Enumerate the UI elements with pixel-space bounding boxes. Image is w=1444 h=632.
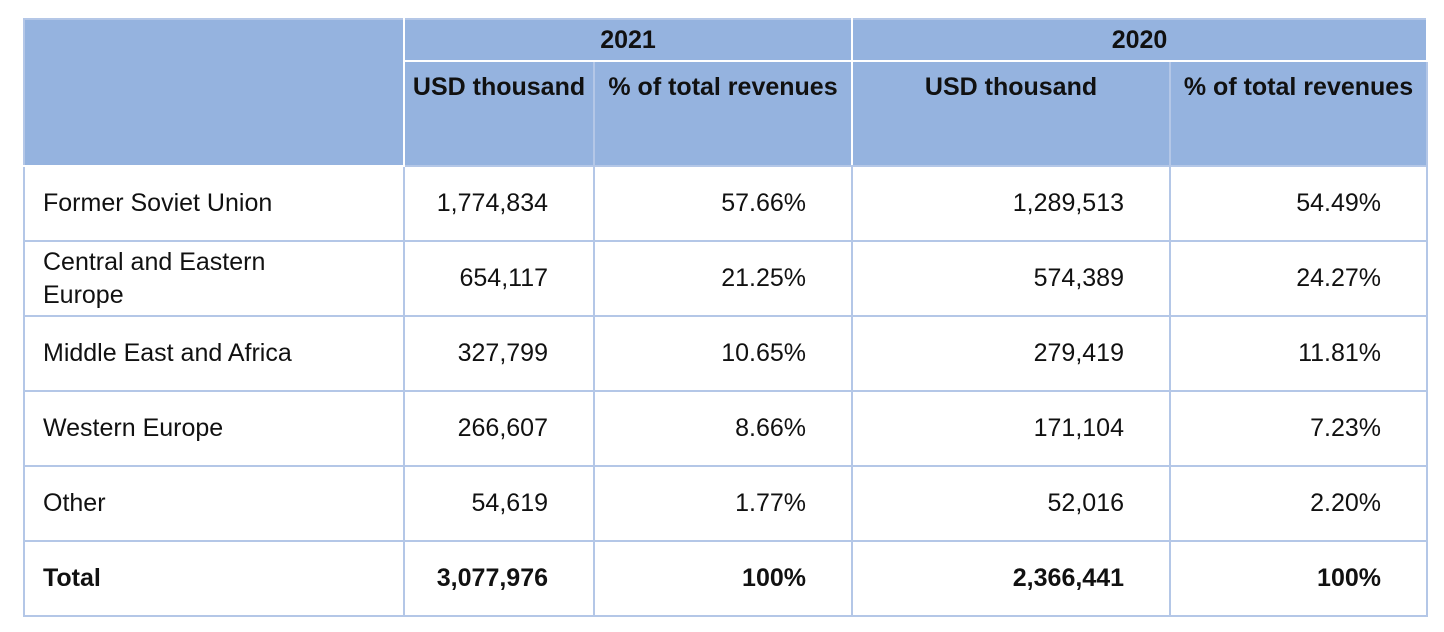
- total-usd-2021-cell: 3,077,976: [403, 540, 595, 617]
- usd-2020-cell: 574,389: [851, 240, 1171, 317]
- region-cell: Former Soviet Union: [23, 165, 405, 242]
- usd-2021-cell: 327,799: [403, 315, 595, 392]
- header-subcolumn-row: USD thousand % of total revenues USD tho…: [24, 60, 1428, 167]
- header-usd-thousand-2021: USD thousand: [403, 60, 595, 167]
- pct-2020-cell: 24.27%: [1169, 240, 1428, 317]
- header-year-row: 2021 2020: [23, 18, 1428, 167]
- header-pct-total-2020: % of total revenues: [1169, 60, 1428, 167]
- pct-2021-cell: 57.66%: [593, 165, 853, 242]
- header-pct-total-2021: % of total revenues: [593, 60, 853, 167]
- region-cell: Central and Eastern Europe: [23, 240, 405, 317]
- pct-2020-cell: 7.23%: [1169, 390, 1428, 467]
- revenue-by-region-table: 2021 2020 USD thousand % of total revenu…: [23, 18, 1428, 617]
- usd-2021-cell: 54,619: [403, 465, 595, 542]
- usd-2021-cell: 654,117: [403, 240, 595, 317]
- region-cell: Middle East and Africa: [23, 315, 405, 392]
- usd-2020-cell: 1,289,513: [851, 165, 1171, 242]
- table-row: Former Soviet Union 1,774,834 57.66% 1,2…: [23, 165, 1428, 242]
- pct-2020-cell: 11.81%: [1169, 315, 1428, 392]
- table-body: Former Soviet Union 1,774,834 57.66% 1,2…: [23, 165, 1428, 617]
- usd-2021-cell: 1,774,834: [403, 165, 595, 242]
- usd-2020-cell: 171,104: [851, 390, 1171, 467]
- table-row: Middle East and Africa 327,799 10.65% 27…: [23, 315, 1428, 392]
- usd-2020-cell: 52,016: [851, 465, 1171, 542]
- usd-2021-cell: 266,607: [403, 390, 595, 467]
- header-corner-cell: [23, 18, 405, 167]
- region-cell: Western Europe: [23, 390, 405, 467]
- pct-2021-cell: 8.66%: [593, 390, 853, 467]
- total-pct-2021-cell: 100%: [593, 540, 853, 617]
- pct-2021-cell: 21.25%: [593, 240, 853, 317]
- header-usd-thousand-2020: USD thousand: [851, 60, 1171, 167]
- pct-2020-cell: 2.20%: [1169, 465, 1428, 542]
- table-row: Central and Eastern Europe 654,117 21.25…: [23, 240, 1428, 317]
- total-row: Total 3,077,976 100% 2,366,441 100%: [23, 540, 1428, 617]
- table-row: Western Europe 266,607 8.66% 171,104 7.2…: [23, 390, 1428, 467]
- pct-2020-cell: 54.49%: [1169, 165, 1428, 242]
- header-year-2020: 2020: [851, 18, 1428, 62]
- header-year-2021: 2021: [403, 18, 853, 62]
- usd-2020-cell: 279,419: [851, 315, 1171, 392]
- pct-2021-cell: 10.65%: [593, 315, 853, 392]
- table-header: 2021 2020 USD thousand % of total revenu…: [23, 18, 1428, 167]
- total-usd-2020-cell: 2,366,441: [851, 540, 1171, 617]
- table-row: Other 54,619 1.77% 52,016 2.20%: [23, 465, 1428, 542]
- pct-2021-cell: 1.77%: [593, 465, 853, 542]
- total-label-cell: Total: [23, 540, 405, 617]
- region-cell: Other: [23, 465, 405, 542]
- total-pct-2020-cell: 100%: [1169, 540, 1428, 617]
